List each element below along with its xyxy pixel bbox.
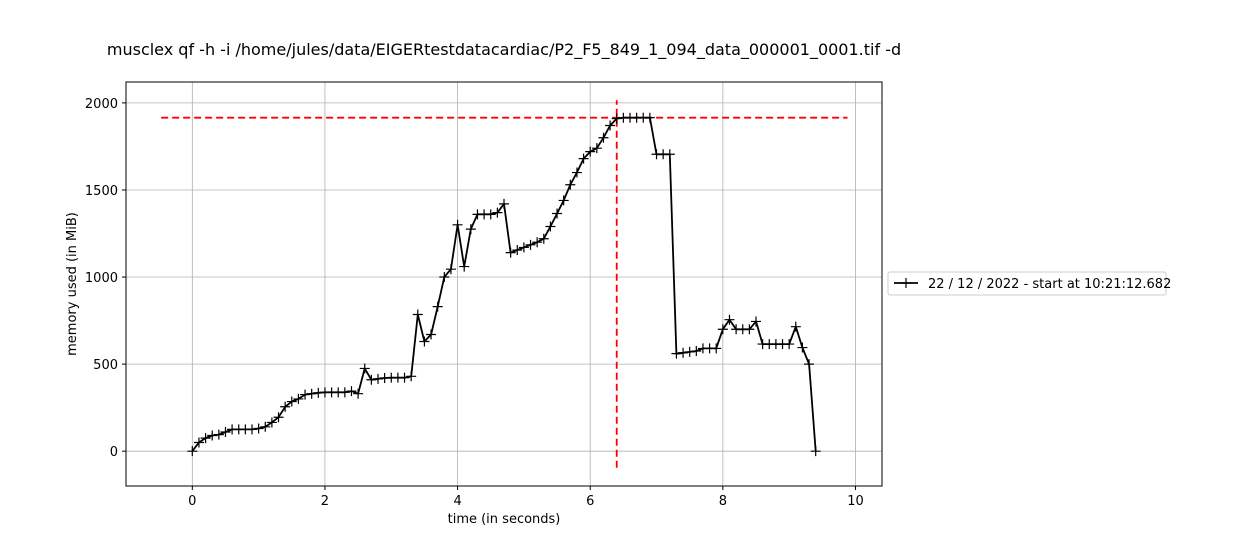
- data-point-marker: [518, 242, 529, 253]
- series-group: [187, 112, 821, 457]
- data-point-marker: [459, 261, 470, 272]
- data-point-marker: [717, 324, 728, 335]
- y-tick-label: 500: [93, 358, 118, 373]
- y-axis-ticks: 0 500 1000 1500 2000: [85, 97, 126, 460]
- x-tick-label: 2: [321, 494, 329, 509]
- data-point-marker: [724, 314, 735, 325]
- data-point-marker: [797, 342, 808, 353]
- data-point-marker: [373, 373, 383, 384]
- data-point-marker: [538, 233, 549, 244]
- series-line: [191, 116, 817, 452]
- y-tick-label: 0: [110, 445, 118, 460]
- data-point-marker: [280, 401, 291, 412]
- data-point-marker: [678, 347, 689, 358]
- data-point-marker: [273, 412, 284, 423]
- data-point-marker: [804, 359, 815, 370]
- y-tick-label: 1500: [85, 184, 118, 199]
- data-point-marker: [684, 346, 695, 357]
- legend-box: [887, 271, 1167, 296]
- data-point-marker: [399, 372, 410, 383]
- x-tick-label: 6: [586, 494, 594, 509]
- data-point-marker: [585, 146, 596, 157]
- reference-lines: [161, 100, 848, 468]
- y-tick-label: 1000: [85, 271, 118, 286]
- x-axis-ticks: 0 2 4 6 8 10: [188, 486, 864, 509]
- x-tick-label: 10: [847, 494, 864, 509]
- data-point-marker: [711, 343, 722, 354]
- data-point-marker: [598, 132, 609, 143]
- data-point-marker: [558, 195, 569, 206]
- data-point-marker: [525, 239, 536, 250]
- data-point-marker: [591, 143, 602, 154]
- data-point-marker: [751, 316, 761, 327]
- data-point-marker: [220, 427, 231, 438]
- data-point-marker: [260, 421, 271, 432]
- data-point-marker: [810, 446, 821, 457]
- data-point-marker: [664, 149, 675, 160]
- chart-title: musclex qf -h -i /home/jules/data/EIGERt…: [107, 40, 901, 60]
- data-point-marker: [744, 324, 755, 335]
- data-point-marker: [790, 321, 801, 332]
- data-point-marker: [359, 363, 370, 374]
- data-point-marker: [452, 219, 463, 230]
- x-axis-label: time (in seconds): [448, 512, 561, 527]
- data-point-marker: [346, 386, 357, 397]
- data-point-marker: [439, 272, 450, 283]
- data-point-marker: [485, 209, 496, 220]
- data-point-marker: [512, 245, 523, 256]
- data-point-marker: [445, 264, 456, 275]
- legend-entry-label: 22 / 12 / 2022 - start at 10:21:12.682: [928, 277, 1171, 292]
- data-point-marker: [353, 388, 364, 399]
- data-point-marker: [532, 237, 543, 248]
- data-point-marker: [247, 424, 257, 435]
- x-tick-label: 4: [453, 494, 461, 509]
- data-point-marker: [412, 309, 423, 320]
- data-point-marker: [611, 113, 622, 124]
- x-tick-label: 0: [188, 494, 196, 509]
- data-point-marker: [286, 396, 297, 407]
- data-point-marker: [432, 301, 443, 312]
- data-point-marker: [339, 387, 350, 398]
- data-point-marker: [193, 437, 204, 448]
- data-point-marker: [671, 348, 682, 359]
- data-point-marker: [691, 346, 702, 357]
- data-point-marker: [492, 207, 503, 218]
- legend-marker-sample: [901, 278, 911, 288]
- data-point-marker: [207, 430, 218, 441]
- data-point-marker: [605, 120, 616, 131]
- data-point-marker: [545, 221, 556, 232]
- data-point-marker: [419, 336, 430, 347]
- y-tick-label: 2000: [85, 97, 118, 112]
- data-point-marker: [306, 388, 317, 399]
- data-point-marker: [571, 167, 582, 178]
- data-point-marker: [293, 393, 304, 404]
- data-point-marker: [784, 339, 795, 350]
- data-point-marker: [366, 374, 377, 385]
- data-point-marker: [552, 208, 563, 219]
- plot-frame: [125, 81, 883, 487]
- data-point-marker: [406, 371, 417, 382]
- grid-lines: [126, 82, 882, 486]
- data-point-marker: [505, 247, 516, 258]
- y-axis-label: memory used (in MiB): [65, 212, 80, 356]
- data-point-marker: [499, 198, 509, 209]
- data-point-marker: [266, 417, 277, 428]
- data-point-marker: [253, 423, 264, 434]
- data-point-marker: [200, 433, 211, 444]
- legend: 22 / 12 / 2022 - start at 10:21:12.682: [887, 271, 1171, 296]
- data-point-marker: [644, 112, 655, 123]
- data-point-marker: [426, 329, 437, 340]
- data-point-marker: [578, 153, 589, 164]
- data-point-marker: [187, 446, 198, 457]
- data-point-marker: [300, 389, 311, 400]
- x-tick-label: 8: [719, 494, 727, 509]
- data-point-marker: [465, 224, 476, 235]
- data-point-marker: [213, 429, 224, 440]
- data-point-marker: [565, 179, 576, 190]
